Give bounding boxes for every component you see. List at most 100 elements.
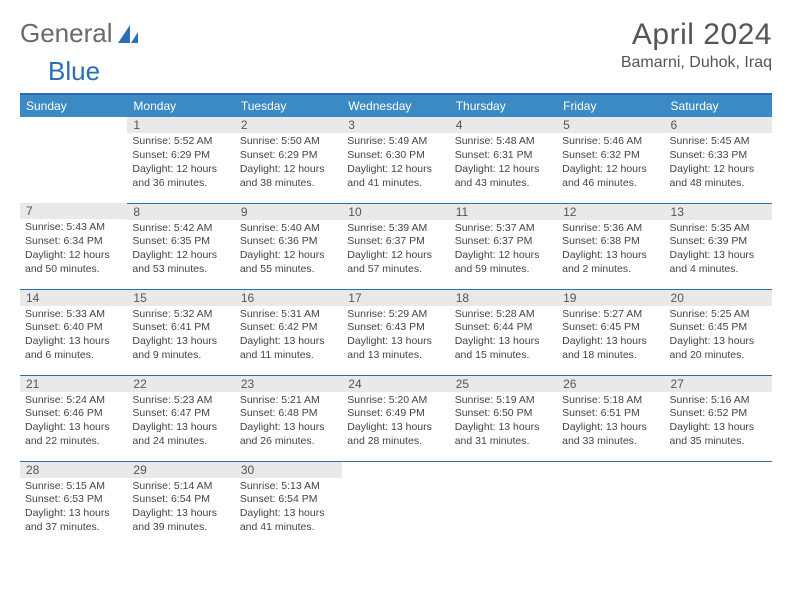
day-body: Sunrise: 5:28 AMSunset: 6:44 PMDaylight:… <box>450 306 557 367</box>
calendar-day-cell: 21Sunrise: 5:24 AMSunset: 6:46 PMDayligh… <box>20 375 127 461</box>
daylight-line2: and 4 minutes. <box>670 263 767 277</box>
day-body: Sunrise: 5:40 AMSunset: 6:36 PMDaylight:… <box>235 220 342 281</box>
day-number: 4 <box>450 117 557 133</box>
daylight-line2: and 41 minutes. <box>240 521 337 535</box>
day-body: Sunrise: 5:15 AMSunset: 6:53 PMDaylight:… <box>20 478 127 539</box>
daylight-line1: Daylight: 13 hours <box>25 335 122 349</box>
daylight-line1: Daylight: 13 hours <box>455 335 552 349</box>
daylight-line2: and 22 minutes. <box>25 435 122 449</box>
calendar-week-row: 14Sunrise: 5:33 AMSunset: 6:40 PMDayligh… <box>20 289 772 375</box>
sunrise-text: Sunrise: 5:46 AM <box>562 135 659 149</box>
calendar-day-cell <box>557 461 664 547</box>
daylight-line1: Daylight: 13 hours <box>240 421 337 435</box>
sunrise-text: Sunrise: 5:39 AM <box>347 222 444 236</box>
day-number: 10 <box>342 204 449 220</box>
sunrise-text: Sunrise: 5:13 AM <box>240 480 337 494</box>
day-body: Sunrise: 5:46 AMSunset: 6:32 PMDaylight:… <box>557 133 664 194</box>
day-number: 11 <box>450 204 557 220</box>
calendar-day-cell: 4Sunrise: 5:48 AMSunset: 6:31 PMDaylight… <box>450 117 557 203</box>
daylight-line2: and 13 minutes. <box>347 349 444 363</box>
daylight-line2: and 33 minutes. <box>562 435 659 449</box>
daylight-line2: and 46 minutes. <box>562 177 659 191</box>
title-block: April 2024 Bamarni, Duhok, Iraq <box>621 18 772 72</box>
daylight-line1: Daylight: 12 hours <box>455 249 552 263</box>
sunrise-text: Sunrise: 5:14 AM <box>132 480 229 494</box>
daylight-line2: and 36 minutes. <box>132 177 229 191</box>
day-number: 14 <box>20 290 127 306</box>
calendar-day-cell: 9Sunrise: 5:40 AMSunset: 6:36 PMDaylight… <box>235 203 342 289</box>
weekday-header-row: Sunday Monday Tuesday Wednesday Thursday… <box>20 94 772 117</box>
daylight-line1: Daylight: 13 hours <box>240 507 337 521</box>
daylight-line2: and 39 minutes. <box>132 521 229 535</box>
sunset-text: Sunset: 6:43 PM <box>347 321 444 335</box>
day-number: 27 <box>665 376 772 392</box>
sunset-text: Sunset: 6:48 PM <box>240 407 337 421</box>
day-body: Sunrise: 5:29 AMSunset: 6:43 PMDaylight:… <box>342 306 449 367</box>
day-number: 26 <box>557 376 664 392</box>
day-body: Sunrise: 5:50 AMSunset: 6:29 PMDaylight:… <box>235 133 342 194</box>
day-number: 3 <box>342 117 449 133</box>
daylight-line2: and 37 minutes. <box>25 521 122 535</box>
day-body: Sunrise: 5:20 AMSunset: 6:49 PMDaylight:… <box>342 392 449 453</box>
sunset-text: Sunset: 6:53 PM <box>25 493 122 507</box>
daylight-line2: and 55 minutes. <box>240 263 337 277</box>
day-body: Sunrise: 5:52 AMSunset: 6:29 PMDaylight:… <box>127 133 234 194</box>
day-body: Sunrise: 5:31 AMSunset: 6:42 PMDaylight:… <box>235 306 342 367</box>
calendar-day-cell: 14Sunrise: 5:33 AMSunset: 6:40 PMDayligh… <box>20 289 127 375</box>
day-body: Sunrise: 5:49 AMSunset: 6:30 PMDaylight:… <box>342 133 449 194</box>
weekday-header: Saturday <box>665 94 772 117</box>
sunrise-text: Sunrise: 5:36 AM <box>562 222 659 236</box>
calendar-day-cell <box>20 117 127 203</box>
calendar-table: Sunday Monday Tuesday Wednesday Thursday… <box>20 93 772 547</box>
sunrise-text: Sunrise: 5:27 AM <box>562 308 659 322</box>
weekday-header: Monday <box>127 94 234 117</box>
day-number: 23 <box>235 376 342 392</box>
day-number: 28 <box>20 462 127 478</box>
daylight-line2: and 43 minutes. <box>455 177 552 191</box>
calendar-day-cell: 13Sunrise: 5:35 AMSunset: 6:39 PMDayligh… <box>665 203 772 289</box>
day-body: Sunrise: 5:43 AMSunset: 6:34 PMDaylight:… <box>20 219 127 280</box>
day-number: 30 <box>235 462 342 478</box>
calendar-day-cell: 16Sunrise: 5:31 AMSunset: 6:42 PMDayligh… <box>235 289 342 375</box>
daylight-line1: Daylight: 12 hours <box>347 163 444 177</box>
day-body: Sunrise: 5:24 AMSunset: 6:46 PMDaylight:… <box>20 392 127 453</box>
calendar-day-cell: 27Sunrise: 5:16 AMSunset: 6:52 PMDayligh… <box>665 375 772 461</box>
day-body: Sunrise: 5:37 AMSunset: 6:37 PMDaylight:… <box>450 220 557 281</box>
day-number: 16 <box>235 290 342 306</box>
sunrise-text: Sunrise: 5:19 AM <box>455 394 552 408</box>
sunset-text: Sunset: 6:29 PM <box>240 149 337 163</box>
calendar-day-cell: 2Sunrise: 5:50 AMSunset: 6:29 PMDaylight… <box>235 117 342 203</box>
daylight-line2: and 59 minutes. <box>455 263 552 277</box>
calendar-day-cell: 10Sunrise: 5:39 AMSunset: 6:37 PMDayligh… <box>342 203 449 289</box>
day-body: Sunrise: 5:14 AMSunset: 6:54 PMDaylight:… <box>127 478 234 539</box>
day-number: 6 <box>665 117 772 133</box>
sunset-text: Sunset: 6:36 PM <box>240 235 337 249</box>
daylight-line2: and 6 minutes. <box>25 349 122 363</box>
daylight-line1: Daylight: 13 hours <box>455 421 552 435</box>
day-body: Sunrise: 5:32 AMSunset: 6:41 PMDaylight:… <box>127 306 234 367</box>
sunrise-text: Sunrise: 5:18 AM <box>562 394 659 408</box>
day-number: 7 <box>20 203 127 219</box>
location-text: Bamarni, Duhok, Iraq <box>621 54 772 72</box>
calendar-day-cell: 24Sunrise: 5:20 AMSunset: 6:49 PMDayligh… <box>342 375 449 461</box>
day-body: Sunrise: 5:42 AMSunset: 6:35 PMDaylight:… <box>127 220 234 281</box>
daylight-line2: and 41 minutes. <box>347 177 444 191</box>
sunrise-text: Sunrise: 5:31 AM <box>240 308 337 322</box>
daylight-line1: Daylight: 12 hours <box>132 249 229 263</box>
day-number: 1 <box>127 117 234 133</box>
sunrise-text: Sunrise: 5:23 AM <box>132 394 229 408</box>
day-number: 20 <box>665 290 772 306</box>
daylight-line1: Daylight: 12 hours <box>670 163 767 177</box>
day-number: 24 <box>342 376 449 392</box>
sunset-text: Sunset: 6:46 PM <box>25 407 122 421</box>
calendar-day-cell: 12Sunrise: 5:36 AMSunset: 6:38 PMDayligh… <box>557 203 664 289</box>
sunrise-text: Sunrise: 5:28 AM <box>455 308 552 322</box>
calendar-week-row: 7Sunrise: 5:43 AMSunset: 6:34 PMDaylight… <box>20 203 772 289</box>
day-body: Sunrise: 5:16 AMSunset: 6:52 PMDaylight:… <box>665 392 772 453</box>
sunset-text: Sunset: 6:37 PM <box>347 235 444 249</box>
sunset-text: Sunset: 6:47 PM <box>132 407 229 421</box>
calendar-day-cell: 17Sunrise: 5:29 AMSunset: 6:43 PMDayligh… <box>342 289 449 375</box>
daylight-line1: Daylight: 12 hours <box>562 163 659 177</box>
day-number: 12 <box>557 204 664 220</box>
daylight-line1: Daylight: 13 hours <box>347 335 444 349</box>
